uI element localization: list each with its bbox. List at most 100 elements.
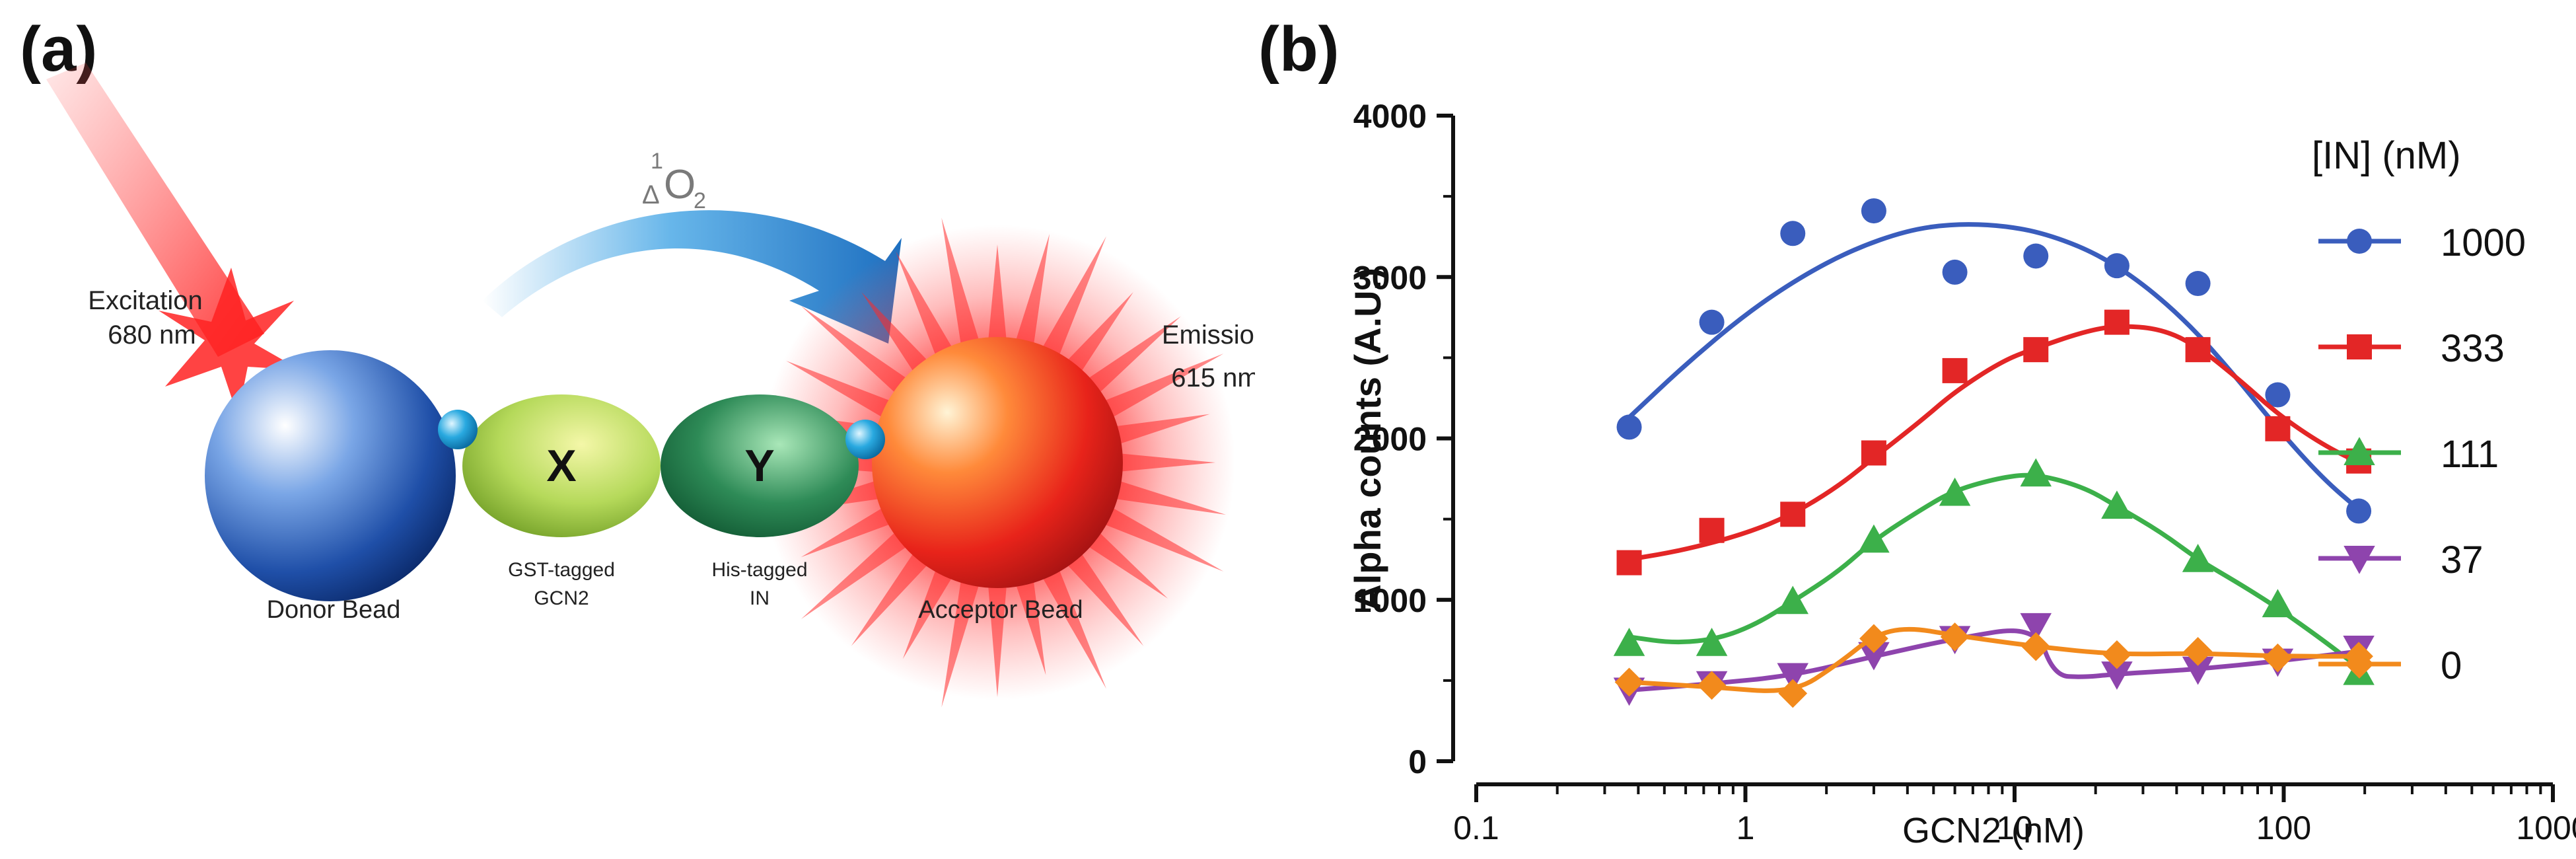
- series-1000-point: [2104, 253, 2129, 279]
- series-333-point: [1942, 357, 1968, 383]
- emission-spike: [851, 543, 936, 646]
- singlet-oxygen-superscript: 1: [651, 149, 663, 174]
- alpha-binding-chart: 0 1000 2000 3000 4000 0.1 1 10 100 1000 1000 333 11…: [1347, 98, 2576, 850]
- emission-spike: [1078, 524, 1168, 599]
- series-333-point: [1861, 440, 1886, 466]
- protein-x: [462, 394, 661, 537]
- series-1000-point: [2023, 243, 2049, 269]
- donor-bead-label: Donor Bead: [267, 596, 401, 624]
- emission-spike: [1104, 477, 1227, 515]
- emission-spike: [1036, 558, 1106, 689]
- series-0-point: [2263, 643, 2293, 673]
- emission-spike: [902, 558, 958, 659]
- series-0-point: [2183, 637, 2213, 666]
- x-tick-label: 100: [2256, 809, 2311, 846]
- series-0-point: [1940, 622, 1970, 652]
- series-37-point: [1777, 663, 1809, 692]
- singlet-oxygen-symbol: O: [664, 162, 696, 207]
- series-333-point: [2185, 337, 2211, 363]
- chart-legend: 1000 333 111 37 0: [2318, 221, 2526, 687]
- excitation-beam: [46, 63, 264, 357]
- gcn2-label: GCN2: [534, 587, 589, 609]
- donor-linker: [438, 410, 478, 449]
- series-0-point: [1614, 667, 1644, 697]
- chart-series-group: [1613, 198, 2375, 708]
- legend-marker-37: [2343, 546, 2375, 574]
- series-1000-fit-line: [1628, 222, 2361, 512]
- series-0-point: [1859, 624, 1888, 654]
- series-111-point: [1696, 627, 1728, 656]
- series-333-point: [1780, 502, 1806, 527]
- emission-spike: [801, 524, 917, 619]
- emission-spike: [1104, 414, 1210, 448]
- series-111-point: [1777, 585, 1809, 615]
- series-0-point: [1697, 671, 1727, 700]
- donor-bead: [205, 350, 456, 601]
- acceptor-bead: [872, 337, 1123, 588]
- emission-spike: [1093, 502, 1224, 572]
- emission-spike: [896, 251, 958, 367]
- series-37-point: [1858, 642, 1890, 671]
- legend-label-1000: 1000: [2441, 221, 2526, 264]
- series-1000-point: [1780, 221, 1806, 246]
- emission-spike: [1012, 233, 1050, 356]
- protein-y: [661, 394, 859, 537]
- series-1000-point: [1942, 259, 1968, 285]
- in-label: IN: [750, 587, 769, 609]
- series-37-point: [2101, 661, 2133, 690]
- legend-label-0: 0: [2441, 644, 2462, 687]
- x-tick-label: 1: [1736, 809, 1755, 846]
- protein-x-label: X: [546, 441, 576, 491]
- series-1000-point: [1616, 414, 1642, 440]
- protein-y-label: Y: [744, 441, 774, 491]
- singlet-oxygen-subscript: 2: [694, 188, 706, 213]
- emission-wavelength: 615 nm: [1171, 363, 1255, 392]
- series-111-point: [1613, 627, 1645, 656]
- series-1000-point: [1861, 198, 1886, 224]
- emission-spike: [801, 502, 902, 558]
- emission-spike: [801, 306, 917, 401]
- y-tick-label: 1000: [1353, 582, 1427, 619]
- emission-spike: [1059, 292, 1133, 382]
- emission-spike: [1036, 236, 1106, 367]
- emission-spike: [1078, 316, 1181, 401]
- excitation-label: Excitation: [88, 286, 202, 315]
- series-0-point: [1778, 679, 1808, 708]
- series-0-point: [2102, 640, 2131, 669]
- series-333-point: [2104, 309, 2129, 335]
- series-111-point: [2262, 589, 2294, 618]
- legend-marker-333: [2347, 334, 2372, 359]
- emission-spike: [1093, 354, 1224, 424]
- legend-marker-111: [2343, 437, 2375, 465]
- series-333-point: [2023, 337, 2049, 363]
- gst-tag-label: GST-tagged: [508, 559, 615, 581]
- emission-spike: [1012, 569, 1046, 675]
- y-tick-label: 2000: [1353, 421, 1427, 458]
- series-111-point: [1939, 477, 1971, 506]
- series-111-point: [2020, 458, 2052, 487]
- y-tick-label: 3000: [1353, 259, 1427, 296]
- acceptor-bead-label: Acceptor Bead: [918, 596, 1083, 624]
- series-37-point: [2020, 613, 2052, 642]
- series-111-point: [1858, 524, 1890, 553]
- series-1000-point: [1699, 309, 1725, 335]
- series-111-point: [2101, 490, 2133, 519]
- legend-label-111: 111: [2441, 433, 2499, 476]
- series-333-point: [1699, 517, 1725, 543]
- emission-spike: [1109, 452, 1215, 473]
- emission-spike: [861, 292, 936, 382]
- legend-label-333: 333: [2441, 327, 2505, 370]
- singlet-oxygen-arrow: [482, 210, 902, 344]
- legend-label-37: 37: [2441, 539, 2484, 581]
- acceptor-linker: [845, 420, 885, 459]
- panel-b-label: (b): [1258, 14, 1340, 85]
- x-tick-label: 10: [1996, 809, 2033, 846]
- emission-spike: [987, 244, 1008, 351]
- alphascreen-diagram: 1 Δ O 2 Excitation 680 nm X Y Emission 6…: [46, 63, 1255, 708]
- emission-spike: [987, 574, 1008, 697]
- emission-spike: [786, 361, 902, 424]
- y-tick-label: 4000: [1353, 98, 1427, 135]
- y-axis-title: Alpha counts (A.U.): [1347, 268, 1388, 611]
- series-111-point: [2182, 543, 2214, 572]
